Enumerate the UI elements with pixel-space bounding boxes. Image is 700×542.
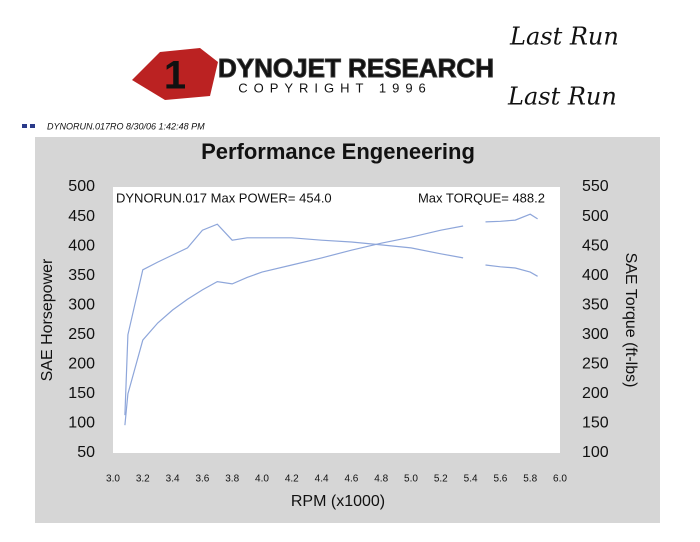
brand: DYNOJET RESEARCH [218,53,494,83]
y-tick-label: 50 [77,444,95,461]
logo-number: 1 [164,54,186,98]
y-tick-label: 450 [68,208,95,225]
series-line [124,213,538,426]
x-tick-label: 3.2 [136,474,150,485]
y2-tick-label: 400 [582,267,609,284]
run-marker [22,124,27,128]
y-tick-label: 150 [68,385,95,402]
y2-axis-label: SAE Torque (ft-lbs) [622,253,639,388]
y2-tick-label: 300 [582,326,609,343]
y2-tick-label: 450 [582,237,609,254]
x-tick-label: 5.0 [404,474,418,485]
y-tick-label: 350 [68,267,95,284]
logo-badge [132,48,218,100]
y-tick-label: 400 [68,237,95,254]
y-tick-label: 300 [68,296,95,313]
annotation: Max TORQUE= 488.2 [418,190,545,205]
run-marker [30,124,35,128]
y-tick-label: 200 [68,356,95,373]
x-tick-label: 5.2 [434,474,448,485]
y2-tick-label: 500 [582,208,609,225]
x-tick-label: 5.8 [523,474,537,485]
chart-title: Performance Engeneering [201,139,475,164]
y-tick-label: 100 [68,415,95,432]
y-tick-label: 250 [68,326,95,343]
x-tick-label: 5.4 [464,474,478,485]
x-tick-label: 3.4 [166,474,180,485]
x-tick-label: 3.8 [225,474,239,485]
x-tick-label: 4.4 [315,474,329,485]
x-tick-label: 3.0 [106,474,120,485]
x-tick-label: 4.0 [255,474,269,485]
y-tick-label: 500 [68,178,95,195]
logo: 1 [132,48,218,100]
y2-tick-label: 550 [582,178,609,195]
y2-tick-label: 250 [582,356,609,373]
handwritten-note: Last Run [509,23,619,51]
x-axis-label: RPM (x1000) [291,493,385,510]
copyright: COPYRIGHT 1996 [238,80,432,95]
y-axis-label: SAE Horsepower [39,258,56,381]
x-tick-label: 4.8 [374,474,388,485]
annotation: DYNORUN.017 Max POWER= 454.0 [116,190,332,205]
x-tick-label: 4.6 [344,474,358,485]
series-line [124,223,538,416]
y2-tick-label: 200 [582,385,609,402]
y2-tick-label: 150 [582,415,609,432]
x-tick-label: 4.2 [285,474,299,485]
y2-tick-label: 100 [582,444,609,461]
x-tick-label: 6.0 [553,474,567,485]
x-tick-label: 5.6 [493,474,507,485]
handwritten-note: Last Run [507,83,617,111]
run-info: DYNORUN.017RO 8/30/06 1:42:48 PM [47,121,205,131]
plot-area [113,187,560,453]
x-tick-label: 3.6 [195,474,209,485]
y2-tick-label: 350 [582,296,609,313]
